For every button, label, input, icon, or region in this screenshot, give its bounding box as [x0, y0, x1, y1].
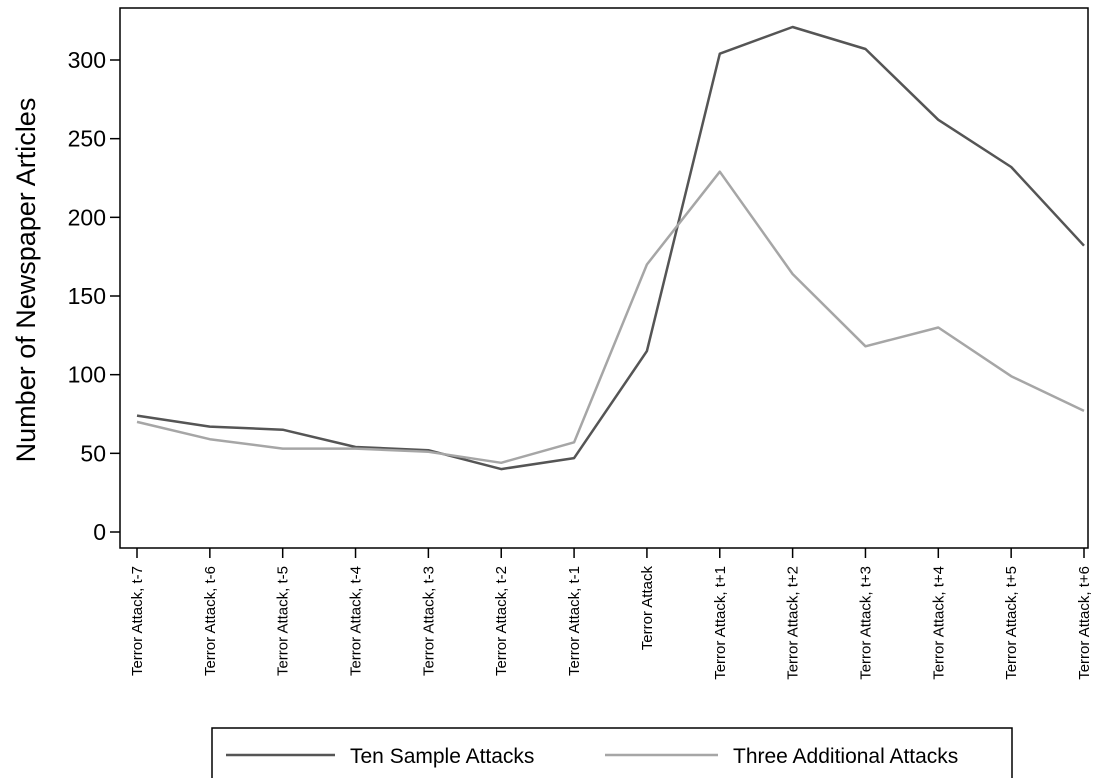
x-tick-label: Terror Attack, t-7: [129, 566, 146, 676]
y-tick-label: 250: [68, 126, 106, 152]
y-tick-label: 300: [68, 47, 106, 73]
y-tick-label: 0: [93, 519, 106, 545]
axes: 0 50 100 150 200 250 300 Terror Attack, t-7 Terr…: [68, 7, 1093, 680]
x-tick-label: Terror Attack, t+5: [1003, 566, 1020, 680]
y-tick-label: 100: [68, 362, 106, 388]
x-tick-label: Terror Attack, t-5: [275, 566, 292, 676]
series-lines: [136, 25, 1085, 471]
x-tick-label: Terror Attack, t+2: [785, 566, 802, 680]
legend-box: [211, 727, 1013, 778]
plot-frame: [119, 7, 1089, 549]
x-tick-label: Terror Attack, t+6: [1076, 566, 1093, 680]
y-tick-label: 200: [68, 204, 106, 230]
x-tick-label: Terror Attack: [639, 566, 656, 651]
x-tick-label: Terror Attack, t-2: [493, 566, 510, 676]
x-tick-label: Terror Attack, t-1: [566, 566, 583, 676]
series-line-2: [136, 170, 1085, 465]
y-axis-title: Number of Newspaper Articles: [11, 98, 41, 463]
x-tick-label: Terror Attack, t+4: [930, 566, 947, 680]
x-tick-label: Terror Attack, t+3: [857, 566, 874, 680]
y-tick-label: 150: [68, 283, 106, 309]
legend-label-2: Three Additional Attacks: [733, 745, 958, 768]
x-tick-label: Terror Attack, t-4: [348, 566, 365, 676]
legend: Ten Sample Attacks Three Additional Attac…: [211, 727, 1013, 778]
y-tick-label: 50: [80, 440, 106, 466]
x-tick-label: Terror Attack, t-6: [202, 566, 219, 676]
series-line-1: [136, 25, 1085, 471]
x-tick-label: Terror Attack, t+1: [712, 566, 729, 680]
legend-label-1: Ten Sample Attacks: [350, 745, 534, 768]
x-tick-label: Terror Attack, t-3: [420, 566, 437, 676]
